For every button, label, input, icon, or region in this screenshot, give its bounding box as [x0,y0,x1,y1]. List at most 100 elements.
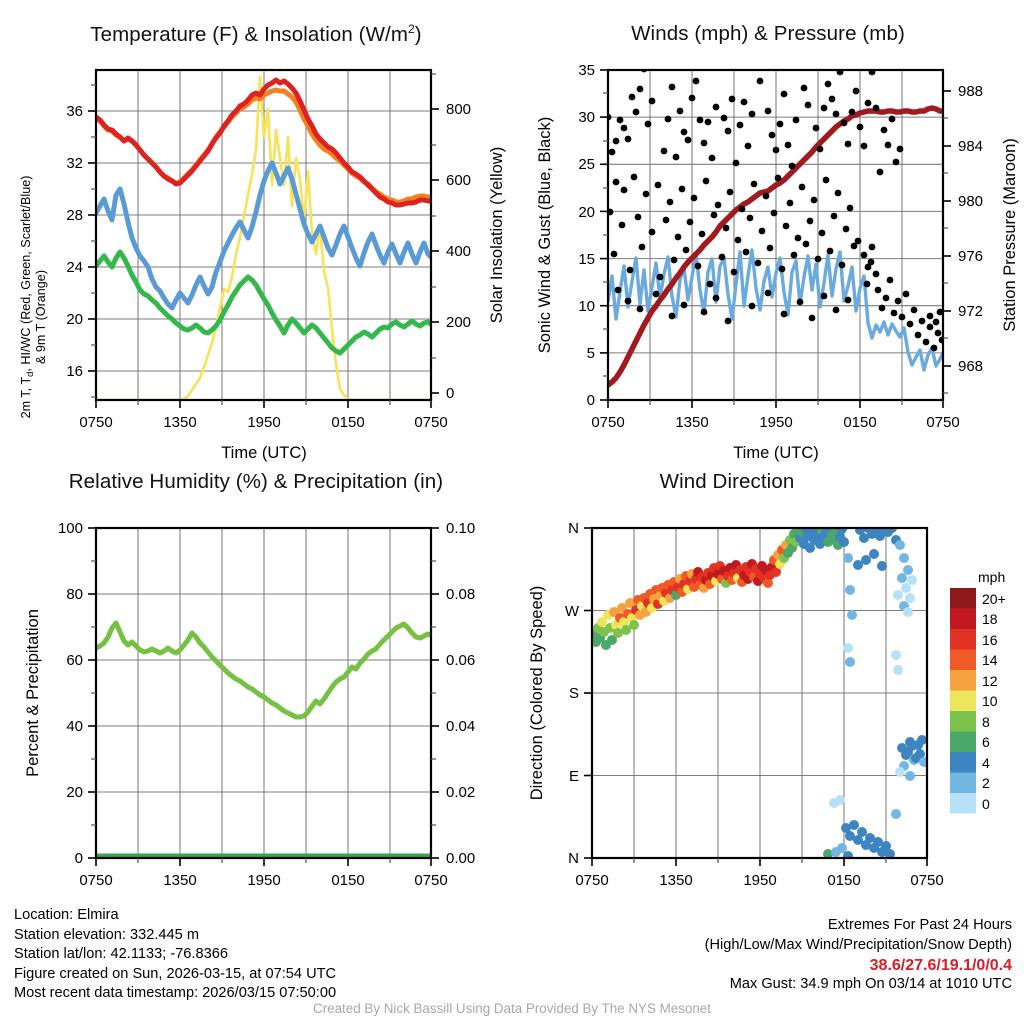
humidity-series-group [96,620,431,858]
xtick: 0750 [79,872,112,889]
xtick: 1950 [743,872,776,889]
colorbar-label: 6 [982,734,990,750]
colorbar-label: 8 [982,714,990,730]
series-wind-gust-points [608,70,943,352]
colorbar-label: 2 [982,775,990,791]
series-sonic-wind [608,248,943,372]
panel-temperature: Temperature (F) & Insolation (W/m2) [0,22,512,470]
station-location: Location: Elmira [14,907,119,923]
ytick: 28 [66,207,83,224]
y2tick: 0.02 [446,784,475,801]
y2tick: 976 [958,248,983,265]
ytick: 80 [66,586,83,603]
station-latlon: Station lat/lon: 42.1133; -76.8366 [14,946,228,963]
xtick: 1350 [659,872,692,889]
temperature-y2axis-label: Solar Insolation (Yellow) [488,147,506,323]
xtick: 1350 [163,872,196,889]
xtick: 1350 [675,414,708,431]
ytick: N [568,850,579,867]
panel-humidity: Relative Humidity (%) & Precipitation (i… [0,470,512,910]
winds-xaxis-label: Time (UTC) [733,444,819,462]
ytick: 0 [587,392,595,409]
y2tick: 0.08 [446,586,475,603]
wind-direction-chart: N E S W N 0750 1350 1950 0150 0750 Direc… [528,520,1006,889]
colorbar-label: 18 [982,611,998,627]
humidity-ytick-labels: 0 20 40 60 80 100 [58,520,83,867]
panel-winds-title: Winds (mph) & Pressure (mb) [631,22,905,45]
ytick: 24 [66,259,83,276]
series-temp-2m [96,77,431,208]
y2tick: 980 [958,193,983,210]
ylabel-subscript: d [25,372,36,377]
y2tick: 988 [958,83,983,100]
extremes-title: Extremes For Past 24 Hours [827,917,1012,933]
y2tick: 984 [958,138,983,155]
xtick: 1350 [163,414,196,431]
title-text: Temperature (F) & Insolation (W/m [90,22,408,46]
panel-wind-direction: Wind Direction [512,470,1024,910]
winds-series-group [608,70,943,388]
colorbar-label: 10 [982,693,998,709]
ytick: W [565,603,580,620]
colorbar-swatches [950,588,976,814]
ylabel-part1: 2m T, T [19,377,33,419]
station-elevation: Station elevation: 332.445 m [14,926,199,943]
y2tick: 400 [446,243,471,260]
xtick: 0750 [414,414,447,431]
xtick: 0750 [575,872,608,889]
xtick: 0750 [591,414,624,431]
y2tick: 0.00 [446,850,475,867]
ytick: 60 [66,652,83,669]
temperature-series-group [96,75,431,400]
xtick: 0150 [843,414,876,431]
colorbar-label: 14 [982,652,998,668]
y2tick: 200 [446,314,471,331]
ytick: N [568,520,579,537]
extremes-block: Extremes For Past 24 Hours (High/Low/Max… [705,916,1012,995]
ytick: 36 [66,103,83,120]
ytick: 40 [66,718,83,735]
humidity-axes [88,526,439,866]
xtick: 0750 [910,872,943,889]
panel-temperature-title: Temperature (F) & Insolation (W/m2) [0,22,512,47]
winds-y2tick-labels: 968 972 976 980 984 988 [958,83,983,375]
y2tick: 0.06 [446,652,475,669]
ytick: 100 [58,520,83,537]
winds-yaxis-label: Sonic Wind & Gust (Blue, Black) [536,117,554,354]
temperature-y2tick-labels: 0 200 400 600 800 [446,101,471,402]
ytick: 5 [587,345,595,362]
ytick: 30 [578,109,595,126]
temperature-ytick-labels: 16 20 24 28 32 36 [66,103,83,380]
xtick: 1950 [759,414,792,431]
title-text-end: ) [414,22,422,46]
y2tick: 972 [958,303,983,320]
temperature-chart: 16 20 24 28 32 36 0 200 400 600 800 0750… [19,68,506,462]
series-heat-index-wind-chill [96,160,431,311]
xtick: 0750 [926,414,959,431]
xtick: 0150 [331,872,364,889]
ytick: 25 [578,156,595,173]
ytick: S [569,685,579,702]
xtick: 1950 [247,872,280,889]
ylabel-part2: , HI/WC (Red, Green, Scarlet/Blue) [19,176,33,372]
most-recent-data-timestamp: Most recent data timestamp: 2026/03/15 0… [14,985,337,1002]
ytick: 0 [75,850,83,867]
xtick: 1950 [247,414,280,431]
ytick: 16 [66,363,83,380]
y2tick: 968 [958,358,983,375]
xtick: 0150 [331,414,364,431]
y2tick: 0.10 [446,520,475,537]
extremes-values: 38.6/27.6/19.1/0/0.4 [869,956,1012,974]
panel-wind-direction-title: Wind Direction [659,470,795,493]
colorbar-labels: 20+ 18 16 14 12 10 8 6 4 2 0 [982,591,1006,812]
humidity-xtick-labels: 0750 1350 1950 0150 0750 [79,872,447,889]
panel-winds: Winds (mph) & Pressure (mb) [512,22,1024,470]
xtick: 0150 [827,872,860,889]
ytick: E [569,768,579,785]
humidity-y2tick-labels: 0.00 0.02 0.04 0.06 0.08 0.10 [446,520,475,867]
ytick: 32 [66,155,83,172]
svg-text:2m T, Td, HI/WC (Red, Green, S: 2m T, Td, HI/WC (Red, Green, Scarlet/Blu… [19,176,36,419]
colorbar-label: 20+ [982,591,1006,607]
colorbar-label: 0 [982,796,990,812]
xtick: 0750 [414,872,447,889]
